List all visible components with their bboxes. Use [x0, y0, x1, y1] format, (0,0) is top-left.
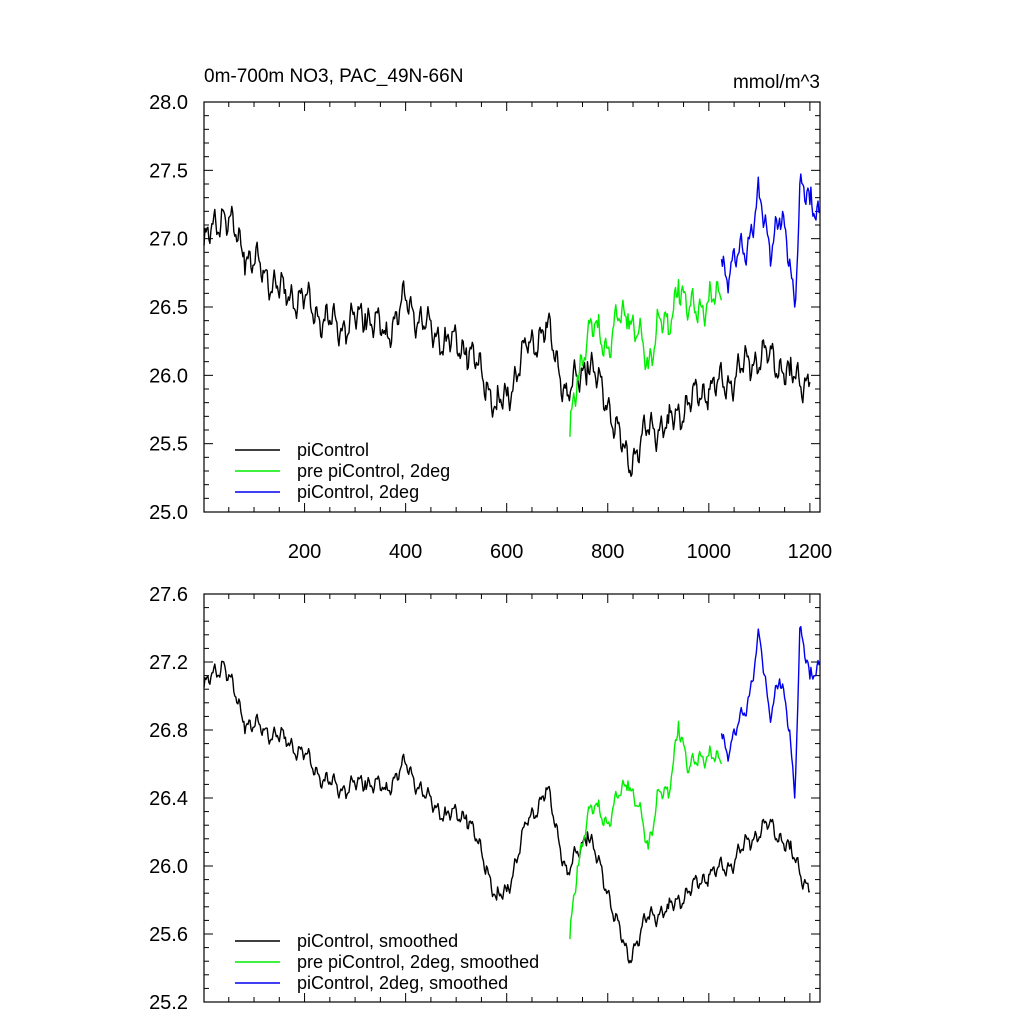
y-tick-label: 27.0	[149, 229, 188, 251]
y-tick-label: 27.6	[149, 584, 188, 606]
smoothed-timeseries-panel: 25.2 25.6 26.0 26.4 26.8 27.2 27.6 piControl, …	[149, 584, 821, 1014]
series-line-picontrol	[203, 205, 811, 477]
legend-label-picontrol-2deg: piControl, 2deg	[297, 482, 419, 502]
x-tick-label: 1000	[687, 541, 732, 563]
y-tick-label: 25.6	[149, 924, 188, 946]
x-tick-label: 600	[490, 541, 523, 563]
units-label: mmol/m^3	[733, 72, 820, 93]
series-line-picontrol-2deg	[720, 173, 821, 308]
y-tick-label: 26.5	[149, 297, 188, 319]
x-tick-label: 800	[591, 541, 624, 563]
series-line-picontrol-2deg-smoothed	[720, 625, 821, 799]
y-tick-label: 26.0	[149, 365, 188, 387]
y-tick-label: 25.5	[149, 434, 188, 456]
axis-ticks: 25.0 25.5 26.0 26.5 27.0 27.5 28.0 200 400 600 800…	[149, 92, 832, 563]
y-tick-label: 28.0	[149, 92, 188, 114]
raw-timeseries-panel: 0m-700m NO3, PAC_49N-66N mmol/m^3 25.025…	[149, 66, 832, 563]
legend: piControl pre piControl, 2deg piControl,…	[235, 440, 450, 502]
y-tick-label: 26.4	[149, 788, 188, 810]
legend-label-picontrol-smoothed: piControl, smoothed	[297, 931, 458, 951]
series-line-picontrol-smoothed	[203, 660, 811, 964]
chart-title: 0m-700m NO3, PAC_49N-66N	[204, 66, 463, 87]
legend-label-picontrol-2deg-smoothed: piControl, 2deg, smoothed	[297, 973, 508, 993]
y-tick-label: 27.2	[149, 652, 188, 674]
y-tick-label: 27.5	[149, 160, 188, 182]
series-line-pre-picontrol-2deg	[569, 279, 723, 437]
y-tick-label: 26.0	[149, 856, 188, 878]
y-tick-label: 25.0	[149, 502, 188, 524]
x-tick-label: 400	[389, 541, 422, 563]
legend: piControl, smoothed pre piControl, 2deg,…	[235, 931, 539, 993]
axis-ticks: 25.2 25.6 26.0 26.4 26.8 27.2 27.6	[149, 584, 820, 1014]
plot-frame	[203, 101, 821, 513]
legend-label-picontrol: piControl	[297, 440, 369, 460]
legend-label-pre-picontrol-2deg: pre piControl, 2deg	[297, 461, 450, 481]
series-lines	[203, 173, 821, 477]
x-tick-label: 1200	[788, 541, 833, 563]
y-tick-label: 26.8	[149, 720, 188, 742]
plot-frame	[203, 593, 821, 1003]
x-tick-label: 200	[288, 541, 321, 563]
series-line-pre-picontrol-2deg-smoothed	[569, 720, 723, 940]
y-tick-label: 25.2	[149, 992, 188, 1014]
series-lines	[203, 625, 821, 964]
legend-label-pre-picontrol-2deg-smoothed: pre piControl, 2deg, smoothed	[297, 952, 539, 972]
